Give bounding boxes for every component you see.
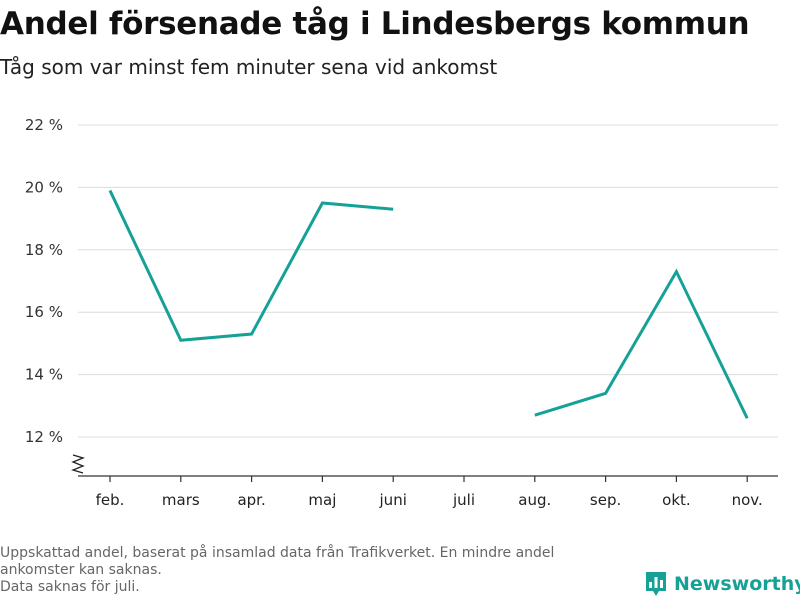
x-axis [71, 454, 778, 477]
line-chart: 12 % 14 % 16 % 18 % 20 % 22 % feb. mars apr. maj… [25, 116, 778, 509]
footnotes: Uppskattad andel, baserat på insamlad da… [0, 545, 640, 596]
x-tick-label: nov. [732, 491, 763, 509]
footnote-missing-data: Data saknas för juli. [0, 579, 140, 595]
x-axis-ticks: feb. mars apr. maj juni juli aug. sep. okt. nov. [96, 476, 763, 509]
axis-break-marker [71, 454, 85, 474]
x-tick-label: juli [452, 491, 475, 509]
brand-name: Newsworthy [674, 573, 800, 595]
x-tick-label: maj [308, 491, 336, 509]
footnote-source-cont: ankomster kan saknas. [0, 562, 162, 578]
y-tick-label: 16 % [25, 303, 63, 321]
y-tick-label: 22 % [25, 116, 63, 134]
x-tick-label: okt. [662, 491, 691, 509]
x-tick-label: feb. [96, 491, 125, 509]
x-tick-label: apr. [237, 491, 265, 509]
footnote-source: Uppskattad andel, baserat på insamlad da… [0, 545, 555, 561]
x-tick-label: juni [379, 491, 407, 509]
bar-chart-pin-icon [646, 572, 666, 596]
y-tick-label: 14 % [25, 366, 63, 384]
series-line-segment [108, 189, 394, 342]
grid-lines [78, 124, 778, 438]
newsworthy-logo: Newsworthy [644, 570, 800, 598]
y-tick-label: 12 % [25, 428, 63, 446]
y-tick-label: 20 % [25, 178, 63, 196]
chart-subtitle: Tåg som var minst fem minuter sena vid a… [0, 55, 498, 79]
y-tick-label: 18 % [25, 241, 63, 259]
y-axis-ticks: 12 % 14 % 16 % 18 % 20 % 22 % [25, 116, 63, 446]
chart-title: Andel försenade tåg i Lindesbergs kommun [0, 6, 750, 42]
series-lines [108, 189, 749, 419]
series-line-segment [534, 268, 749, 419]
x-tick-label: aug. [518, 491, 551, 509]
x-tick-label: sep. [590, 491, 621, 509]
x-tick-label: mars [162, 491, 200, 509]
